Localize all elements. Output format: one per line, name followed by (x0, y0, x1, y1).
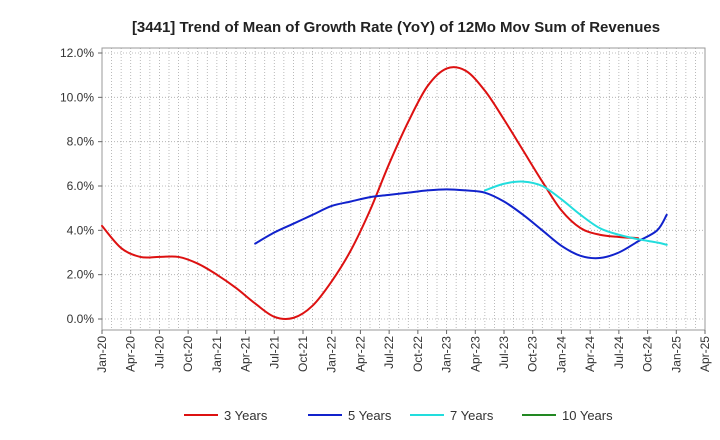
chart-title: [3441] Trend of Mean of Growth Rate (YoY… (132, 19, 660, 36)
x-tick-label: Jan-23 (440, 336, 454, 373)
legend-label: 10 Years (562, 408, 613, 423)
x-tick-label: Apr-22 (353, 336, 367, 372)
x-tick-label: Jul-24 (612, 336, 626, 369)
legend-label: 7 Years (450, 408, 494, 423)
plot-area-frame (101, 47, 706, 331)
legend: 3 Years 5 Years 7 Years 10 Years (184, 408, 613, 423)
grid-lines (102, 48, 705, 330)
legend-label: 3 Years (224, 408, 268, 423)
y-tick-label: 2.0% (67, 268, 95, 282)
x-tick-label: Jul-20 (152, 336, 166, 369)
series-lines (101, 66, 668, 320)
x-tick-label: Apr-23 (468, 336, 482, 372)
x-tick-label: Oct-23 (526, 336, 540, 372)
x-tick-label: Apr-25 (698, 336, 712, 372)
x-tick-label: Jul-23 (497, 336, 511, 369)
series-line-5-years (254, 188, 668, 260)
x-tick-label: Oct-21 (296, 336, 310, 372)
x-tick-label: Oct-22 (411, 336, 425, 372)
x-tick-label: Oct-24 (641, 336, 655, 372)
x-tick-label: Jan-21 (210, 336, 224, 373)
y-tick-label: 10.0% (60, 90, 94, 104)
x-tick-label: Apr-24 (583, 336, 597, 372)
x-tick-label: Apr-20 (124, 336, 138, 372)
x-tick-label: Jan-22 (325, 336, 339, 373)
x-tick-label: Jan-20 (95, 336, 109, 373)
y-tick-label: 0.0% (67, 312, 95, 326)
x-tick-label: Apr-21 (239, 336, 253, 372)
y-tick-label: 4.0% (67, 223, 95, 237)
y-tick-label: 8.0% (67, 135, 95, 149)
legend-label: 5 Years (348, 408, 392, 423)
x-tick-label: Jan-24 (554, 336, 568, 373)
x-axis: Jan-20 Apr-20 Jul-20 Oct-20 Jan-21 Apr-21 Jul-… (95, 330, 712, 373)
x-tick-label: Jul-21 (267, 336, 281, 369)
series-line-7-years (483, 180, 668, 246)
y-axis: 0.0% 2.0% 4.0% 6.0% 8.0% 10.0% 12.0% (60, 46, 102, 326)
x-tick-label: Jul-22 (382, 336, 396, 369)
x-tick-label: Oct-20 (181, 336, 195, 372)
x-tick-label: Jan-25 (669, 336, 683, 373)
y-tick-label: 6.0% (67, 179, 95, 193)
y-tick-label: 12.0% (60, 46, 94, 60)
series-line-3-years (101, 66, 639, 320)
